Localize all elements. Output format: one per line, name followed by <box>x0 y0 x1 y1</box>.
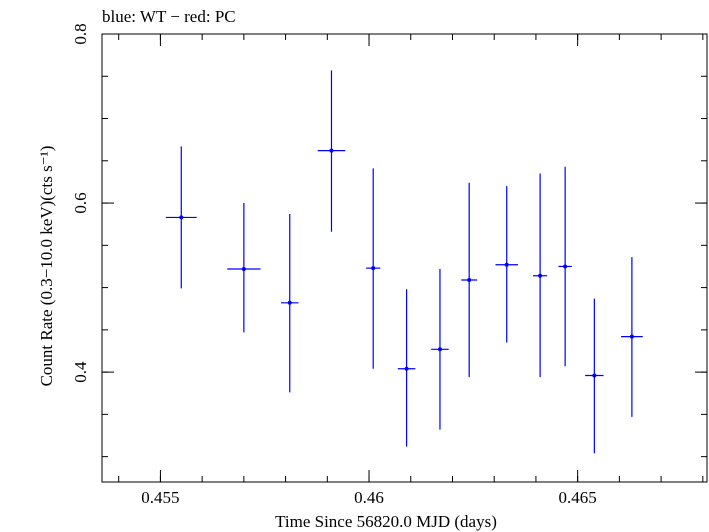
data-point <box>366 168 381 369</box>
data-marker <box>241 266 246 271</box>
data-point <box>558 166 572 367</box>
x-tick-label: 0.455 <box>141 488 179 507</box>
data-marker <box>371 266 376 271</box>
x-tick-label: 0.46 <box>354 488 384 507</box>
data-marker <box>179 215 184 220</box>
data-marker <box>467 277 472 282</box>
data-point <box>585 298 604 454</box>
data-point <box>461 182 478 378</box>
data-marker <box>629 334 634 339</box>
data-point <box>317 70 346 232</box>
data-point <box>431 268 449 430</box>
data-series <box>165 70 643 454</box>
data-point <box>495 186 518 343</box>
data-marker <box>504 262 509 267</box>
data-point <box>621 257 643 417</box>
data-point <box>533 173 548 378</box>
y-tick-label: 0.6 <box>71 192 90 213</box>
data-marker <box>329 148 334 153</box>
data-point <box>227 203 261 333</box>
y-tick-label: 0.4 <box>71 361 90 383</box>
data-marker <box>437 347 442 352</box>
y-axis: 0.4 0.6 0.8 <box>71 23 707 458</box>
data-marker <box>287 300 292 305</box>
data-marker <box>404 366 409 371</box>
chart-title: blue: WT − red: PC <box>102 7 236 26</box>
x-axis: 0.455 0.46 0.465 <box>118 34 704 507</box>
data-point <box>280 214 299 393</box>
x-tick-label: 0.465 <box>559 488 597 507</box>
y-axis-label: Count Rate (0.3−10.0 keV)(cts s⁻¹) <box>37 146 56 387</box>
data-marker <box>563 264 568 269</box>
data-point <box>397 289 416 447</box>
x-axis-label: Time Since 56820.0 MJD (days) <box>275 512 497 531</box>
y-tick-label: 0.8 <box>71 23 90 44</box>
data-marker <box>592 373 597 378</box>
data-marker <box>538 273 543 278</box>
data-point <box>165 146 197 289</box>
plot-frame <box>101 33 708 483</box>
